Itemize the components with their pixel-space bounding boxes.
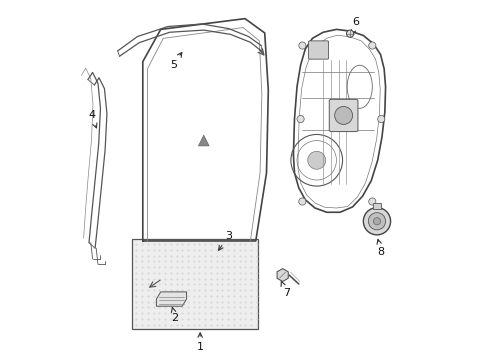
Circle shape [364,208,391,235]
Text: 3: 3 [219,231,232,250]
Circle shape [368,213,386,230]
Circle shape [308,151,326,169]
Text: 1: 1 [196,333,204,352]
Circle shape [335,107,353,125]
Circle shape [368,42,376,49]
Polygon shape [198,135,209,146]
Circle shape [299,42,306,49]
Circle shape [346,30,354,37]
Circle shape [297,116,304,123]
Circle shape [373,218,381,225]
Circle shape [299,198,306,205]
Text: 5: 5 [170,53,182,70]
FancyBboxPatch shape [309,41,329,59]
Polygon shape [156,292,187,306]
Polygon shape [277,269,288,282]
Text: 4: 4 [88,111,97,128]
Circle shape [378,116,385,123]
Circle shape [368,198,376,205]
FancyBboxPatch shape [329,99,358,132]
Bar [132,239,258,329]
FancyBboxPatch shape [373,203,381,209]
Text: 8: 8 [377,239,385,257]
Text: 6: 6 [351,17,360,35]
Text: 7: 7 [281,282,290,298]
Text: 2: 2 [172,307,179,323]
